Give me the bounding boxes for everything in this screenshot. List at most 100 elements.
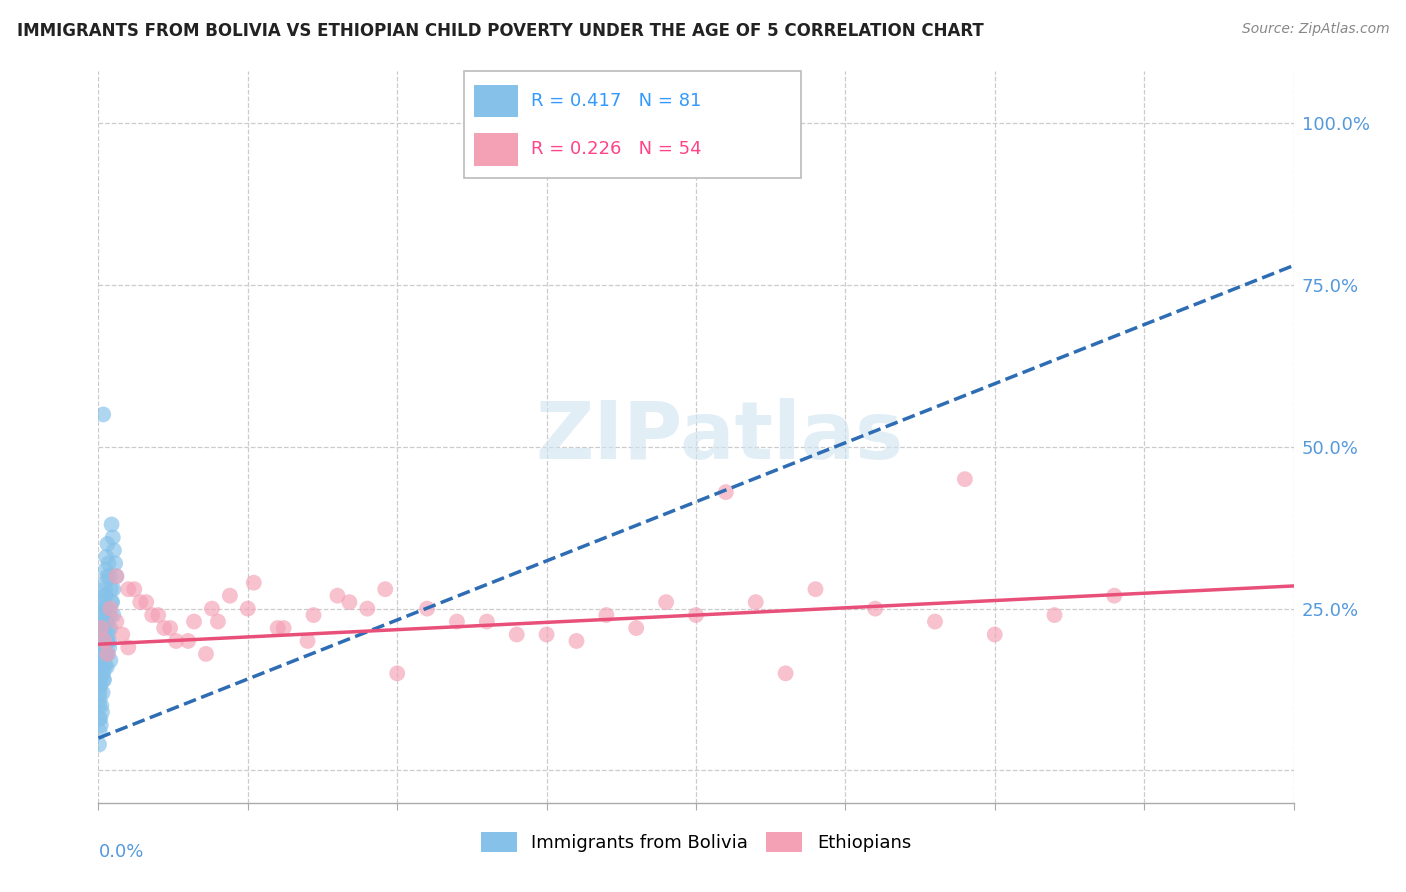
Point xyxy=(89,724,111,739)
Point xyxy=(93,647,115,661)
Point xyxy=(655,595,678,609)
Point xyxy=(1043,608,1066,623)
Point xyxy=(865,601,887,615)
Point xyxy=(135,595,157,609)
Point xyxy=(97,647,120,661)
Point xyxy=(91,705,114,719)
Point xyxy=(96,634,118,648)
Point xyxy=(93,601,115,615)
Point xyxy=(953,472,976,486)
Point xyxy=(100,595,122,609)
Point xyxy=(98,653,122,667)
Point xyxy=(97,621,120,635)
Point xyxy=(100,517,122,532)
Point xyxy=(91,621,114,635)
Point xyxy=(97,627,120,641)
Point xyxy=(153,621,176,635)
Point xyxy=(416,601,439,615)
Point xyxy=(100,582,122,597)
Point xyxy=(89,653,111,667)
Point xyxy=(94,575,117,590)
Point xyxy=(984,627,1007,641)
Point xyxy=(356,601,378,615)
Point xyxy=(89,666,111,681)
Point xyxy=(165,634,187,648)
Point xyxy=(105,615,128,629)
Point xyxy=(89,640,111,655)
Text: 0.0%: 0.0% xyxy=(98,843,143,861)
Point xyxy=(93,673,115,687)
Point xyxy=(236,601,259,615)
Point xyxy=(90,718,112,732)
Point xyxy=(506,627,529,641)
Point xyxy=(90,621,112,635)
Point xyxy=(90,627,112,641)
Point xyxy=(94,615,117,629)
Point xyxy=(87,738,110,752)
Point xyxy=(446,615,468,629)
Point xyxy=(89,712,111,726)
Point xyxy=(89,686,111,700)
Point xyxy=(103,582,125,597)
Point xyxy=(93,621,115,635)
Text: R = 0.226   N = 54: R = 0.226 N = 54 xyxy=(531,141,702,159)
Point xyxy=(91,640,114,655)
Point xyxy=(714,485,737,500)
Point xyxy=(93,634,115,648)
Point xyxy=(117,582,139,597)
Point xyxy=(207,615,229,629)
Point xyxy=(124,582,146,597)
Point xyxy=(91,660,114,674)
Point xyxy=(96,660,118,674)
Point xyxy=(91,640,114,655)
Point xyxy=(626,621,648,635)
Point xyxy=(105,569,128,583)
Point xyxy=(96,537,118,551)
Point xyxy=(96,647,118,661)
Point xyxy=(98,621,122,635)
Point xyxy=(339,595,361,609)
Point xyxy=(745,595,768,609)
Point xyxy=(297,634,319,648)
Point xyxy=(90,634,112,648)
Text: R = 0.417   N = 81: R = 0.417 N = 81 xyxy=(531,93,702,111)
Point xyxy=(94,660,117,674)
Point xyxy=(90,698,112,713)
Point xyxy=(195,647,218,661)
Point xyxy=(96,615,118,629)
Legend: Immigrants from Bolivia, Ethiopians: Immigrants from Bolivia, Ethiopians xyxy=(474,824,918,860)
Point xyxy=(91,686,114,700)
Point xyxy=(90,653,112,667)
Point xyxy=(374,582,396,597)
Point xyxy=(91,660,114,674)
Point xyxy=(89,679,111,693)
Point xyxy=(89,673,111,687)
Point xyxy=(91,627,114,641)
Point xyxy=(385,666,409,681)
Point xyxy=(90,647,112,661)
Point xyxy=(103,608,125,623)
Point xyxy=(104,557,127,571)
Point xyxy=(90,627,112,641)
Point xyxy=(90,653,112,667)
Bar xyxy=(474,134,517,166)
Point xyxy=(101,530,124,544)
Point xyxy=(804,582,827,597)
Point xyxy=(111,627,134,641)
Point xyxy=(89,679,111,693)
Point xyxy=(97,557,120,571)
Text: IMMIGRANTS FROM BOLIVIA VS ETHIOPIAN CHILD POVERTY UNDER THE AGE OF 5 CORRELATIO: IMMIGRANTS FROM BOLIVIA VS ETHIOPIAN CHI… xyxy=(17,22,984,40)
Point xyxy=(105,569,128,583)
Point xyxy=(93,673,115,687)
Point xyxy=(91,408,114,422)
Bar xyxy=(474,86,517,118)
Point xyxy=(177,634,200,648)
Point xyxy=(98,640,121,655)
Point xyxy=(90,660,112,674)
Point xyxy=(183,615,205,629)
Text: Source: ZipAtlas.com: Source: ZipAtlas.com xyxy=(1241,22,1389,37)
Point xyxy=(93,589,115,603)
Point xyxy=(565,634,588,648)
Point xyxy=(103,543,125,558)
Point xyxy=(93,595,115,609)
